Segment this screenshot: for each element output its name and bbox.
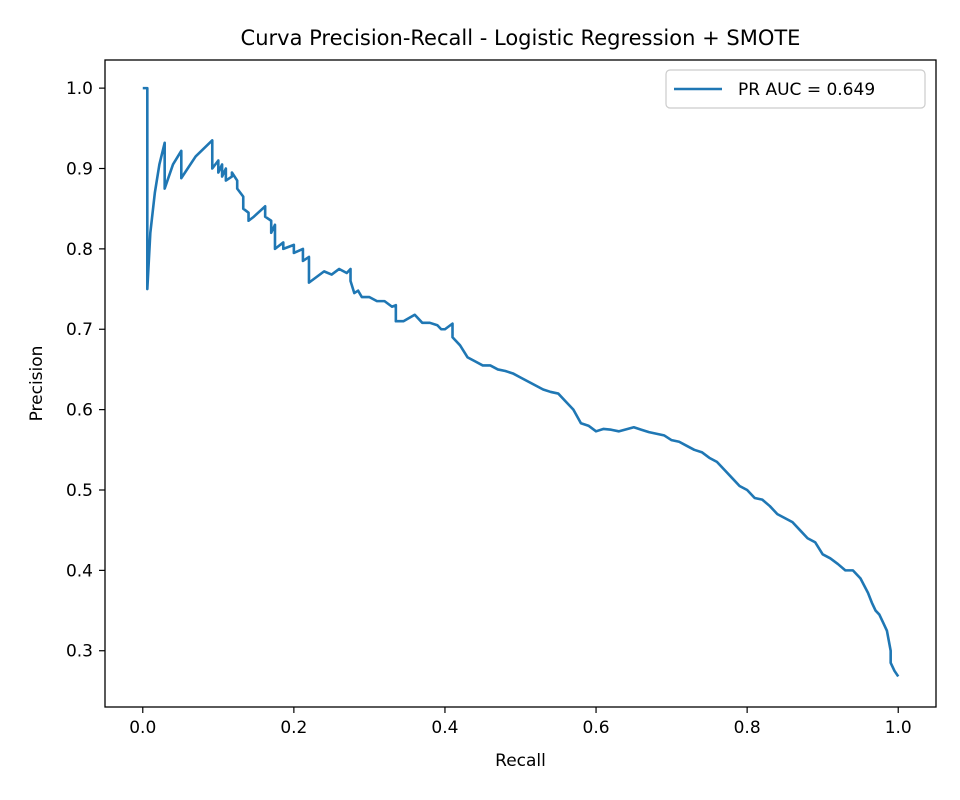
- y-tick-label: 0.5: [66, 481, 93, 501]
- x-tick-label: 0.6: [583, 718, 610, 738]
- y-tick-label: 0.6: [66, 401, 93, 421]
- x-axis-label: Recall: [495, 751, 546, 771]
- data-layer: [142, 86, 900, 678]
- y-tick-label: 0.4: [66, 561, 93, 581]
- plot-frame: [104, 59, 937, 708]
- y-tick-label: 0.3: [66, 642, 93, 662]
- legend-label: PR AUC = 0.649: [738, 80, 875, 100]
- y-tick-label: 1.0: [66, 79, 93, 99]
- y-axis: 0.3 0.4 0.5 0.6 0.7 0.8 0.9 1.0: [66, 79, 105, 662]
- series-line-0: [142, 86, 900, 678]
- y-tick-label: 0.8: [66, 240, 93, 260]
- x-tick-label: 0.2: [280, 718, 307, 738]
- legend: PR AUC = 0.649: [665, 69, 926, 109]
- x-tick-label: 0.4: [431, 718, 458, 738]
- x-tick-label: 0.0: [129, 718, 156, 738]
- x-tick-label: 1.0: [885, 718, 912, 738]
- y-tick-label: 0.7: [66, 320, 93, 340]
- legend-box: [665, 69, 926, 109]
- y-tick-label: 0.9: [66, 160, 93, 180]
- chart-title: Curva Precision-Recall - Logistic Regres…: [241, 26, 801, 50]
- x-tick-label: 0.8: [734, 718, 761, 738]
- x-axis: 0.0 0.2 0.4 0.6 0.8 1.0: [129, 707, 912, 738]
- y-axis-label: Precision: [27, 346, 47, 422]
